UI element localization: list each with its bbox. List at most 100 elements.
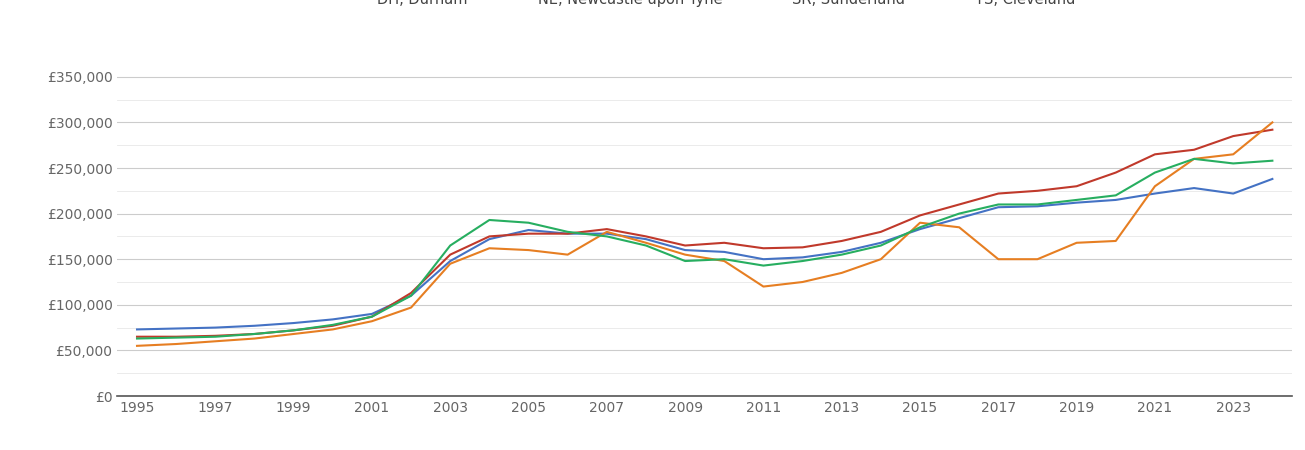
DH, Durham (716, 249, 732, 255)
DH, Durham (638, 236, 654, 242)
NE, Newcastle upon Tyne (325, 323, 341, 328)
DH, Durham (795, 255, 810, 260)
DH, Durham (834, 249, 850, 255)
NE, Newcastle upon Tyne (207, 333, 223, 338)
NE, Newcastle upon Tyne (756, 246, 771, 251)
SR, Sunderland (716, 258, 732, 264)
NE, Newcastle upon Tyne (951, 202, 967, 207)
TS, Cleveland (1147, 170, 1163, 175)
Legend: DH, Durham, NE, Newcastle upon Tyne, SR, Sunderland, TS, Cleveland: DH, Durham, NE, Newcastle upon Tyne, SR,… (328, 0, 1082, 13)
DH, Durham (442, 258, 458, 264)
TS, Cleveland (638, 243, 654, 248)
NE, Newcastle upon Tyne (677, 243, 693, 248)
NE, Newcastle upon Tyne (129, 334, 145, 339)
NE, Newcastle upon Tyne (364, 314, 380, 319)
NE, Newcastle upon Tyne (716, 240, 732, 246)
TS, Cleveland (912, 225, 928, 230)
DH, Durham (990, 204, 1006, 210)
TS, Cleveland (795, 258, 810, 264)
NE, Newcastle upon Tyne (912, 213, 928, 218)
DH, Durham (325, 317, 341, 322)
SR, Sunderland (442, 261, 458, 266)
SR, Sunderland (286, 331, 301, 337)
DH, Durham (521, 227, 536, 233)
NE, Newcastle upon Tyne (1069, 184, 1084, 189)
DH, Durham (482, 236, 497, 242)
SR, Sunderland (1147, 184, 1163, 189)
SR, Sunderland (638, 240, 654, 246)
NE, Newcastle upon Tyne (795, 245, 810, 250)
TS, Cleveland (364, 314, 380, 319)
NE, Newcastle upon Tyne (247, 331, 262, 337)
TS, Cleveland (716, 256, 732, 262)
Line: SR, Sunderland: SR, Sunderland (137, 122, 1272, 346)
SR, Sunderland (325, 327, 341, 332)
SR, Sunderland (1186, 156, 1202, 162)
TS, Cleveland (482, 217, 497, 223)
NE, Newcastle upon Tyne (834, 238, 850, 243)
SR, Sunderland (482, 246, 497, 251)
TS, Cleveland (677, 258, 693, 264)
SR, Sunderland (599, 229, 615, 234)
NE, Newcastle upon Tyne (403, 290, 419, 296)
NE, Newcastle upon Tyne (1186, 147, 1202, 153)
TS, Cleveland (599, 234, 615, 239)
SR, Sunderland (795, 279, 810, 285)
TS, Cleveland (247, 331, 262, 337)
TS, Cleveland (286, 328, 301, 333)
TS, Cleveland (521, 220, 536, 225)
NE, Newcastle upon Tyne (873, 229, 889, 234)
SR, Sunderland (1108, 238, 1124, 243)
DH, Durham (168, 326, 184, 331)
SR, Sunderland (834, 270, 850, 275)
SR, Sunderland (560, 252, 576, 257)
TS, Cleveland (325, 322, 341, 328)
NE, Newcastle upon Tyne (286, 328, 301, 333)
SR, Sunderland (1030, 256, 1045, 262)
NE, Newcastle upon Tyne (1108, 170, 1124, 175)
DH, Durham (364, 311, 380, 317)
DH, Durham (1225, 191, 1241, 196)
TS, Cleveland (403, 293, 419, 298)
DH, Durham (912, 226, 928, 232)
DH, Durham (873, 240, 889, 246)
SR, Sunderland (247, 336, 262, 341)
SR, Sunderland (1225, 152, 1241, 157)
DH, Durham (247, 323, 262, 328)
DH, Durham (677, 248, 693, 253)
DH, Durham (560, 231, 576, 236)
NE, Newcastle upon Tyne (1225, 133, 1241, 139)
DH, Durham (1069, 200, 1084, 205)
TS, Cleveland (1069, 197, 1084, 202)
DH, Durham (1030, 203, 1045, 209)
DH, Durham (129, 327, 145, 332)
NE, Newcastle upon Tyne (1265, 127, 1280, 132)
NE, Newcastle upon Tyne (560, 231, 576, 236)
TS, Cleveland (1030, 202, 1045, 207)
Line: DH, Durham: DH, Durham (137, 179, 1272, 329)
DH, Durham (1186, 185, 1202, 191)
DH, Durham (756, 256, 771, 262)
TS, Cleveland (834, 252, 850, 257)
TS, Cleveland (168, 335, 184, 340)
NE, Newcastle upon Tyne (168, 334, 184, 339)
SR, Sunderland (951, 225, 967, 230)
DH, Durham (599, 231, 615, 236)
Line: NE, Newcastle upon Tyne: NE, Newcastle upon Tyne (137, 130, 1272, 337)
SR, Sunderland (756, 284, 771, 289)
TS, Cleveland (951, 211, 967, 216)
DH, Durham (207, 325, 223, 330)
SR, Sunderland (990, 256, 1006, 262)
NE, Newcastle upon Tyne (1147, 152, 1163, 157)
SR, Sunderland (129, 343, 145, 349)
TS, Cleveland (560, 229, 576, 234)
TS, Cleveland (129, 336, 145, 341)
TS, Cleveland (990, 202, 1006, 207)
DH, Durham (951, 216, 967, 221)
NE, Newcastle upon Tyne (442, 252, 458, 257)
Line: TS, Cleveland: TS, Cleveland (137, 159, 1272, 338)
NE, Newcastle upon Tyne (638, 234, 654, 239)
DH, Durham (403, 293, 419, 298)
SR, Sunderland (1069, 240, 1084, 246)
DH, Durham (1265, 176, 1280, 182)
